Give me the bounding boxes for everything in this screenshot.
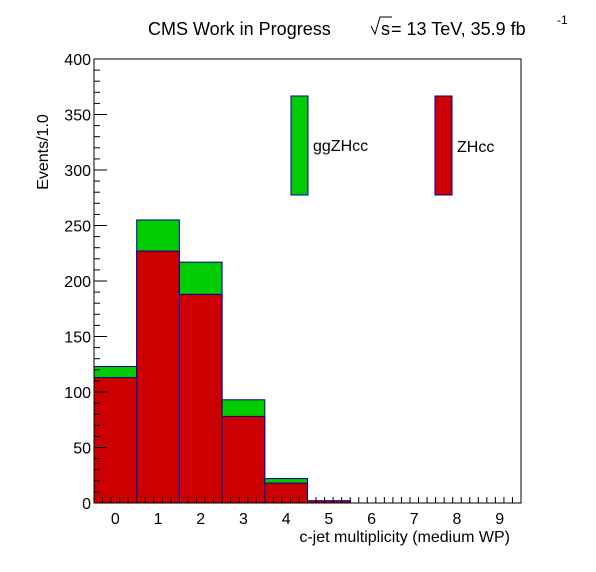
title-sqrt-s: s [381, 19, 390, 39]
bar-zhcc-0 [93, 377, 138, 504]
x-tick-label: 5 [324, 511, 333, 528]
title-lumi-sup: -1 [557, 13, 568, 27]
y-tick-label: 150 [64, 330, 91, 347]
title-prefix: CMS Work in Progress [148, 19, 331, 39]
legend-label-ggzhcc: ggZHcc [313, 138, 368, 155]
bar-zhcc-4 [264, 482, 308, 504]
y-tick-label: 200 [64, 274, 91, 291]
x-axis-label: c-jet multiplicity (medium WP) [299, 529, 510, 546]
sqrt-icon [370, 16, 392, 36]
title-energy: s = 13 TeV, 35.9 fb -1 [370, 13, 568, 39]
x-tick-label: 7 [410, 511, 419, 528]
x-tick-label: 2 [196, 511, 205, 528]
bar-zhcc-2 [178, 293, 223, 504]
x-tick-label: 6 [367, 511, 376, 528]
y-tick-label: 100 [64, 385, 91, 402]
x-tick-label: 9 [495, 511, 504, 528]
y-tick-label: 300 [64, 163, 91, 180]
y-axis-label: Events/1.0 [35, 114, 52, 190]
y-tick-label: 250 [64, 219, 91, 236]
ticks-group: 0 1 2 3 4 5 6 7 8 9 0 50 100 150 200 250 300 350 400 [64, 52, 522, 528]
x-tick-label: 8 [452, 511, 461, 528]
title-energy-text: = 13 TeV, 35.9 fb [391, 19, 526, 39]
x-tick-label: 1 [154, 511, 163, 528]
legend: ggZHcc ZHcc [290, 95, 494, 196]
y-tick-label: 50 [73, 441, 91, 458]
x-tick-label: 4 [282, 511, 291, 528]
legend-label-zhcc: ZHcc [457, 139, 494, 156]
y-tick-label: 0 [82, 496, 91, 513]
y-tick-label: 400 [64, 52, 91, 69]
chart-title: CMS Work in Progress [148, 19, 331, 39]
legend-swatch-zhcc [434, 95, 453, 196]
bar-zhcc-3 [221, 415, 266, 504]
bar-zhcc-1 [136, 250, 180, 504]
x-tick-label: 0 [111, 511, 120, 528]
legend-swatch-ggzhcc [290, 95, 309, 196]
bars-group [93, 219, 351, 504]
x-tick-label: 3 [239, 511, 248, 528]
y-tick-label: 350 [64, 108, 91, 125]
